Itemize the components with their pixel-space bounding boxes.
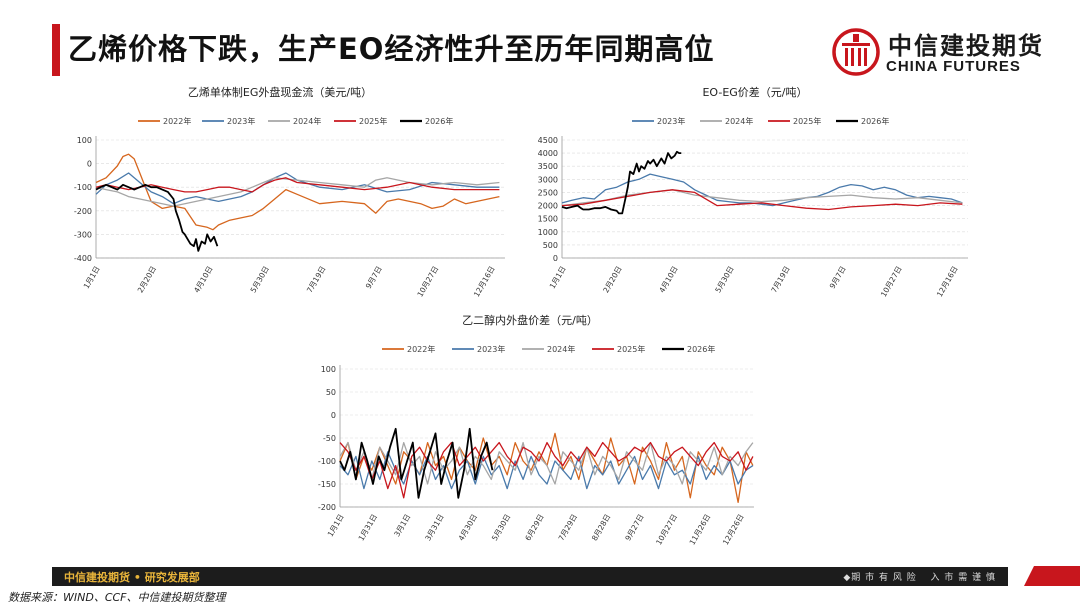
chart2-series-line-2024 — [339, 441, 754, 485]
chart2-x-tick-label: 3月31日 — [423, 513, 445, 543]
chart2-x-tick-label: 6月29日 — [523, 513, 545, 543]
chart2-y-tick-label: 50 — [326, 388, 336, 397]
chart2-series-line-2026 — [339, 427, 494, 499]
footer-red-accent — [1024, 566, 1080, 586]
chart0-y-tick-label: -100 — [74, 183, 92, 192]
chart0-legend-label-2023: 2023年 — [227, 116, 255, 126]
chart0-x-tick-label: 5月30日 — [249, 265, 271, 295]
chart2-x-tick-label: 3月1日 — [392, 513, 412, 539]
chart2-x-tick-label: 12月26日 — [721, 513, 746, 547]
chart0-title: 乙烯单体制EG外盘现金流（美元/吨） — [188, 85, 372, 99]
chart2-x-tick-label: 11月26日 — [688, 513, 713, 547]
chart1-y-tick-label: 1000 — [538, 228, 558, 237]
chart1-series-line-2025 — [561, 189, 963, 211]
chart2-legend-label-2025: 2025年 — [617, 344, 645, 354]
chart0-series-line-2026 — [95, 183, 219, 252]
chart2-x-tick-label: 9月27日 — [623, 513, 645, 543]
chart2-y-tick-label: -50 — [323, 434, 336, 443]
chart1-y-tick-label: 2000 — [538, 202, 558, 211]
chart2-y-tick-label: -150 — [318, 480, 336, 489]
chart2-legend-label-2024: 2024年 — [547, 344, 575, 354]
chart1-x-tick-label: 5月30日 — [713, 265, 735, 295]
chart1-y-tick-label: 1500 — [538, 215, 558, 224]
citic-emblem-icon — [832, 28, 880, 76]
chart1-legend-label-2025: 2025年 — [793, 116, 821, 126]
chart1-series-line-2023 — [561, 173, 963, 207]
chart1-y-tick-label: 3000 — [538, 175, 558, 184]
chart0-y-tick-label: -200 — [74, 207, 92, 216]
chart0-legend-label-2022: 2022年 — [163, 116, 191, 126]
chart1-y-tick-label: 0 — [553, 254, 558, 263]
chart2-x-tick-label: 8月28日 — [590, 513, 612, 543]
chart0-y-tick-label: 100 — [77, 136, 92, 145]
chart0-series-line-2024 — [95, 177, 500, 207]
chart0-x-tick-label: 9月7日 — [364, 265, 384, 291]
chart0-series-line-2023 — [95, 172, 500, 205]
chart1-x-tick-label: 12月16日 — [935, 265, 960, 299]
logo-chinese-name: 中信建投期货 — [888, 32, 1044, 60]
chart1-x-tick-label: 9月7日 — [828, 265, 848, 291]
chart1-series-line-2024 — [561, 189, 963, 207]
chart0-x-tick-label: 12月16日 — [472, 265, 497, 299]
chart2-title: 乙二醇内外盘价差（元/吨） — [462, 313, 598, 327]
company-logo: 中信建投期货 CHINA FUTURES — [832, 26, 1042, 78]
chart0-x-tick-label: 7月19日 — [305, 265, 327, 295]
chart0-legend-label-2024: 2024年 — [293, 116, 321, 126]
chart0-series-line-2022 — [95, 153, 500, 231]
chart1-x-tick-label: 4月10日 — [657, 265, 679, 295]
chart2-legend-label-2026: 2026年 — [687, 344, 715, 354]
chart1-x-tick-label: 10月27日 — [879, 265, 904, 299]
chart2-y-tick-label: 100 — [321, 365, 336, 374]
chart2-legend-label-2023: 2023年 — [477, 344, 505, 354]
footer-risk-warning: ◆期 市 有 风 险 入 市 需 谨 慎 — [843, 573, 996, 583]
chart2-x-tick-label: 4月30日 — [457, 513, 479, 543]
chart1-y-tick-label: 3500 — [538, 162, 558, 171]
chart0-x-tick-label: 4月10日 — [192, 265, 214, 295]
page-title: 乙烯价格下跌，生产EO经济性升至历年同期高位 — [68, 32, 715, 66]
chart1-y-tick-label: 4000 — [538, 149, 558, 158]
chart1-x-tick-label: 7月19日 — [769, 265, 791, 295]
chart-eg-cashflow: 乙烯单体制EG外盘现金流（美元/吨） 2022年 2023年 2024年 2025年 20… — [74, 85, 505, 299]
chart0-series-line-2025 — [95, 177, 500, 193]
chart0-legend-label-2026: 2026年 — [425, 116, 453, 126]
data-source-note: 数据来源：WIND、CCF、中信建投期货整理 — [8, 591, 226, 604]
chart2-y-tick-label: 0 — [331, 411, 336, 420]
chart2-x-tick-label: 1月1日 — [326, 513, 346, 539]
chart0-legend-label-2025: 2025年 — [359, 116, 387, 126]
chart2-x-tick-label: 5月30日 — [490, 513, 512, 543]
title-accent-bar — [52, 24, 60, 76]
chart2-y-tick-label: -100 — [318, 457, 336, 466]
chart1-y-tick-label: 500 — [543, 241, 558, 250]
chart0-y-tick-label: 0 — [87, 160, 92, 169]
chart0-x-tick-label: 1月1日 — [82, 265, 102, 291]
chart1-legend-label-2026: 2026年 — [861, 116, 889, 126]
chart2-y-tick-label: -200 — [318, 503, 336, 512]
chart1-title: EO-EG价差（元/吨） — [702, 85, 807, 99]
chart0-y-tick-label: -400 — [74, 254, 92, 263]
chart1-x-tick-label: 2月20日 — [601, 265, 623, 295]
chart1-x-tick-label: 1月1日 — [548, 265, 568, 291]
footer-department: 中信建投期货 • 研究发展部 — [64, 571, 200, 584]
chart0-y-tick-label: -300 — [74, 230, 92, 239]
chart2-x-tick-label: 7月29日 — [557, 513, 579, 543]
chart1-series-line-2026 — [561, 150, 682, 215]
chart1-legend-label-2024: 2024年 — [725, 116, 753, 126]
footer-bar: 中信建投期货 • 研究发展部 ◆期 市 有 风 险 入 市 需 谨 慎 — [52, 567, 1008, 586]
logo-english-name: CHINA FUTURES — [886, 58, 1021, 75]
chart-eg-domestic-foreign-spread: 乙二醇内外盘价差（元/吨） 2022年 2023年 2024年 2025年 2026年 10… — [318, 313, 754, 547]
chart1-legend-label-2023: 2023年 — [657, 116, 685, 126]
chart2-x-tick-label: 10月27日 — [654, 513, 679, 547]
chart1-y-tick-label: 2500 — [538, 188, 558, 197]
chart1-y-tick-label: 4500 — [538, 136, 558, 145]
chart2-series-line-2025 — [339, 441, 754, 499]
chart2-legend-label-2022: 2022年 — [407, 344, 435, 354]
chart0-x-tick-label: 2月20日 — [136, 265, 158, 295]
chart0-x-tick-label: 10月27日 — [415, 265, 440, 299]
chart2-x-tick-label: 1月31日 — [357, 513, 379, 543]
chart-eo-eg-spread: EO-EG价差（元/吨） 2023年 2024年 2025年 2026年 4500 4000… — [538, 85, 968, 299]
